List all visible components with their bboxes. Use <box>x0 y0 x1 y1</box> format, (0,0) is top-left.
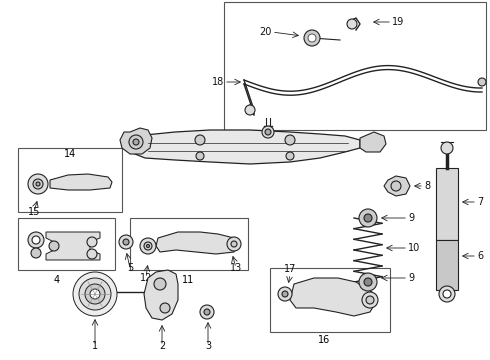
Circle shape <box>359 273 377 291</box>
Circle shape <box>123 239 129 245</box>
Bar <box>130 218 248 270</box>
Circle shape <box>28 174 48 194</box>
Text: 4: 4 <box>54 275 60 285</box>
Circle shape <box>245 105 255 115</box>
Text: 11: 11 <box>182 275 194 285</box>
Circle shape <box>36 182 40 186</box>
Circle shape <box>304 30 320 46</box>
Circle shape <box>33 179 43 189</box>
Circle shape <box>227 237 241 251</box>
Circle shape <box>478 78 486 86</box>
Circle shape <box>87 237 97 247</box>
Circle shape <box>90 289 100 299</box>
Circle shape <box>133 139 139 145</box>
Text: 7: 7 <box>477 197 483 207</box>
Text: 9: 9 <box>408 273 414 283</box>
Circle shape <box>129 135 143 149</box>
Circle shape <box>359 209 377 227</box>
Circle shape <box>441 142 453 154</box>
Circle shape <box>391 181 401 191</box>
Polygon shape <box>144 270 178 320</box>
Circle shape <box>85 284 105 304</box>
Polygon shape <box>120 128 152 154</box>
Polygon shape <box>290 278 376 316</box>
Circle shape <box>364 278 372 286</box>
Bar <box>18 218 115 270</box>
Circle shape <box>262 126 274 138</box>
Circle shape <box>144 242 152 250</box>
Circle shape <box>265 129 271 135</box>
Text: 2: 2 <box>159 341 165 351</box>
Bar <box>436 168 458 240</box>
Circle shape <box>196 152 204 160</box>
Text: 8: 8 <box>424 181 430 191</box>
Text: 10: 10 <box>408 243 420 253</box>
Circle shape <box>73 272 117 316</box>
Text: 18: 18 <box>212 77 224 87</box>
Text: 3: 3 <box>205 341 211 351</box>
Circle shape <box>362 292 378 308</box>
Bar <box>436 240 458 290</box>
Text: 15: 15 <box>28 207 40 217</box>
Circle shape <box>160 303 170 313</box>
Circle shape <box>347 19 357 29</box>
Polygon shape <box>384 176 410 196</box>
Circle shape <box>366 296 374 304</box>
Circle shape <box>278 287 292 301</box>
Text: 9: 9 <box>408 213 414 223</box>
Text: 12: 12 <box>140 273 152 283</box>
Circle shape <box>443 290 451 298</box>
Bar <box>18 148 122 212</box>
Circle shape <box>28 232 44 248</box>
Circle shape <box>204 309 210 315</box>
Circle shape <box>31 248 41 258</box>
Polygon shape <box>130 130 360 164</box>
Polygon shape <box>156 232 238 254</box>
Text: 6: 6 <box>477 251 483 261</box>
Circle shape <box>195 135 205 145</box>
Text: 17: 17 <box>284 264 296 274</box>
Circle shape <box>87 249 97 259</box>
Polygon shape <box>50 174 112 190</box>
Circle shape <box>439 286 455 302</box>
Circle shape <box>308 34 316 42</box>
Text: 14: 14 <box>64 149 76 159</box>
Text: 19: 19 <box>392 17 404 27</box>
Circle shape <box>79 278 111 310</box>
Circle shape <box>282 291 288 297</box>
Polygon shape <box>46 232 100 260</box>
Text: 5: 5 <box>127 263 133 273</box>
Circle shape <box>285 135 295 145</box>
Circle shape <box>119 235 133 249</box>
Circle shape <box>200 305 214 319</box>
Circle shape <box>364 214 372 222</box>
Polygon shape <box>360 132 386 152</box>
Circle shape <box>140 238 156 254</box>
Circle shape <box>147 244 149 248</box>
Bar <box>270 268 390 332</box>
Circle shape <box>154 278 166 290</box>
Text: 1: 1 <box>92 341 98 351</box>
Text: 20: 20 <box>260 27 272 37</box>
Circle shape <box>231 241 237 247</box>
Text: 13: 13 <box>230 263 242 273</box>
Circle shape <box>32 236 40 244</box>
Bar <box>224 2 486 130</box>
Circle shape <box>49 241 59 251</box>
Text: 16: 16 <box>318 335 330 345</box>
Text: 20: 20 <box>242 145 254 155</box>
Circle shape <box>286 152 294 160</box>
